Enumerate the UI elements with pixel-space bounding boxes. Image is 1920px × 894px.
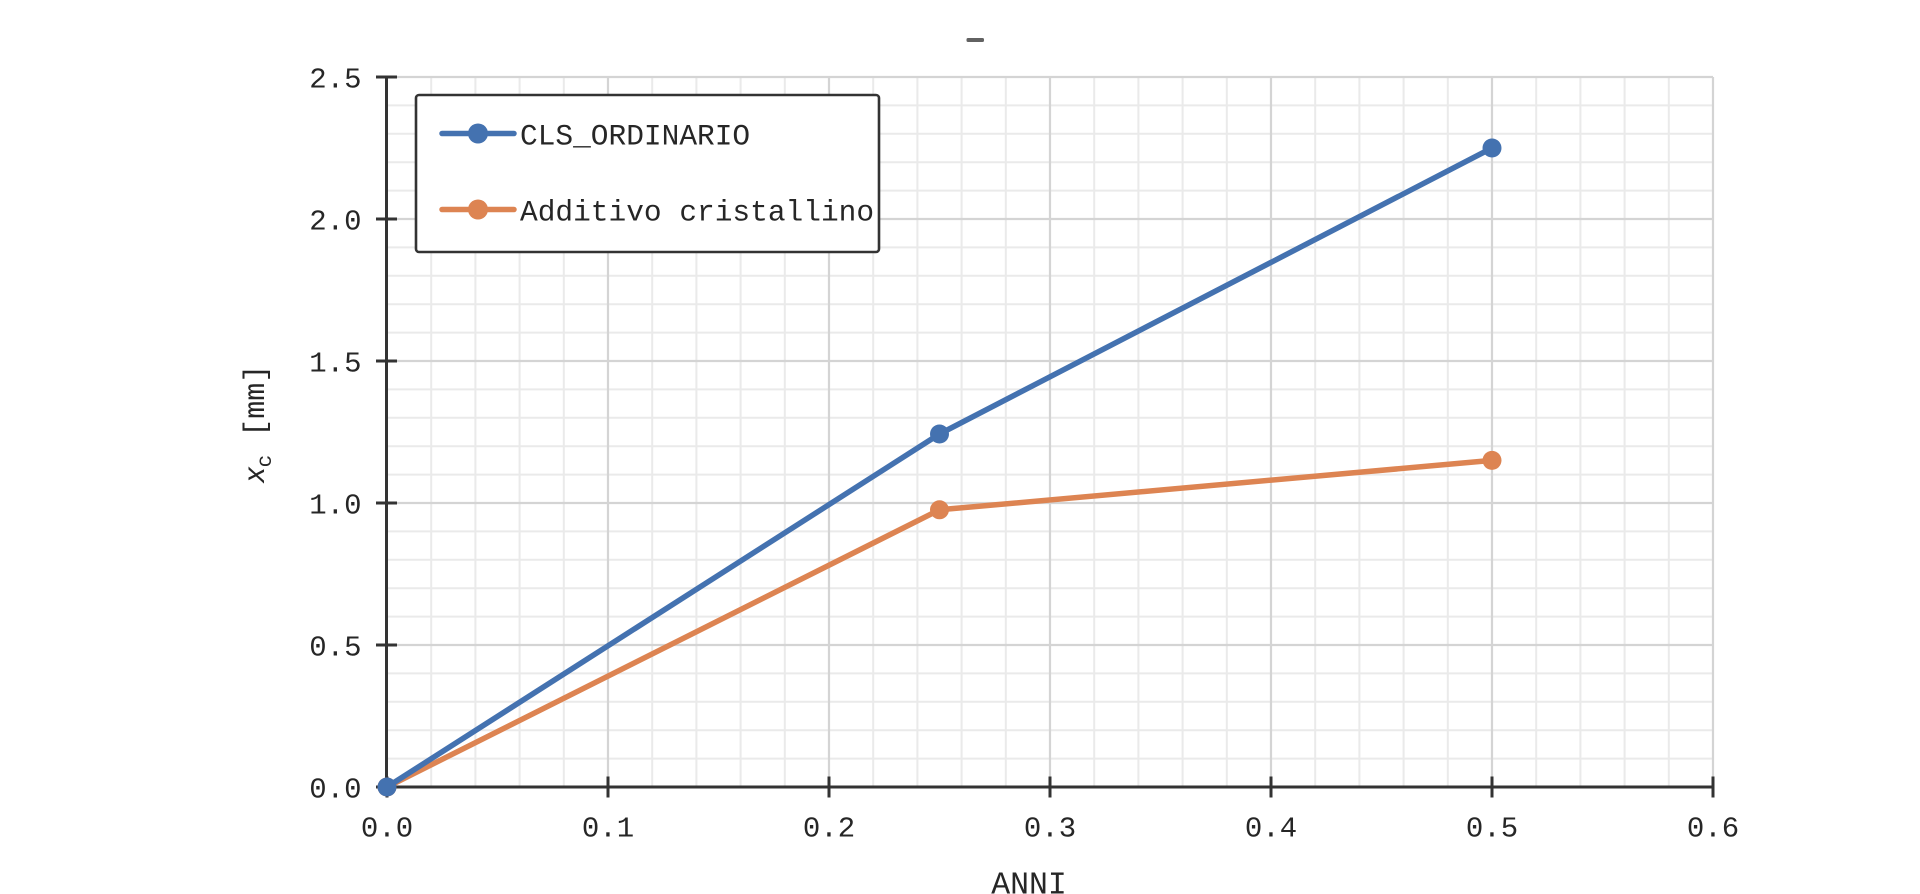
- svg-text:0.0: 0.0: [309, 773, 361, 806]
- svg-text:0.2: 0.2: [803, 812, 855, 845]
- svg-text:0.3: 0.3: [1024, 812, 1076, 845]
- svg-text:0.5: 0.5: [309, 631, 361, 664]
- svg-text:xc [mm]: xc [mm]: [238, 365, 278, 485]
- svg-text:ANNI: ANNI: [991, 869, 1067, 894]
- svg-text:2.5: 2.5: [309, 63, 361, 96]
- svg-text:0.1: 0.1: [582, 812, 634, 845]
- svg-text:0.4: 0.4: [1245, 812, 1297, 845]
- svg-text:Additivo cristallino: Additivo cristallino: [520, 196, 874, 230]
- svg-text:0.6: 0.6: [1687, 812, 1739, 845]
- svg-text:1.5: 1.5: [309, 347, 361, 380]
- svg-text:2.0: 2.0: [309, 205, 361, 238]
- svg-text:0.0: 0.0: [361, 812, 413, 845]
- svg-text:0.5: 0.5: [1466, 812, 1518, 845]
- svg-text:1.0: 1.0: [309, 489, 361, 522]
- svg-text:CLS_ORDINARIO: CLS_ORDINARIO: [520, 120, 750, 154]
